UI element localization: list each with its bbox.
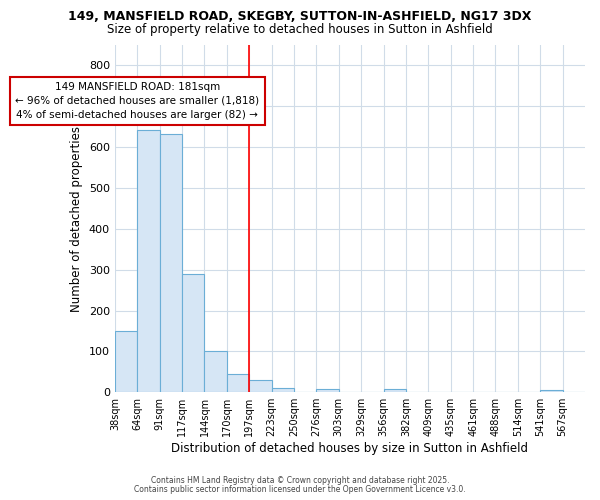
Y-axis label: Number of detached properties: Number of detached properties [70,126,83,312]
Bar [137,130,160,392]
Bar [383,389,406,392]
Text: 149 MANSFIELD ROAD: 181sqm
← 96% of detached houses are smaller (1,818)
4% of se: 149 MANSFIELD ROAD: 181sqm ← 96% of deta… [15,82,259,120]
Text: 149, MANSFIELD ROAD, SKEGBY, SUTTON-IN-ASHFIELD, NG17 3DX: 149, MANSFIELD ROAD, SKEGBY, SUTTON-IN-A… [68,10,532,23]
Bar [272,388,294,392]
Text: Contains HM Land Registry data © Crown copyright and database right 2025.: Contains HM Land Registry data © Crown c… [151,476,449,485]
Bar [182,274,205,392]
Bar [316,389,339,392]
Bar [205,352,227,392]
Bar [227,374,249,392]
Bar [540,390,563,392]
Text: Size of property relative to detached houses in Sutton in Ashfield: Size of property relative to detached ho… [107,22,493,36]
Bar [249,380,272,392]
X-axis label: Distribution of detached houses by size in Sutton in Ashfield: Distribution of detached houses by size … [172,442,529,455]
Bar [115,331,137,392]
Bar [160,134,182,392]
Text: Contains public sector information licensed under the Open Government Licence v3: Contains public sector information licen… [134,484,466,494]
